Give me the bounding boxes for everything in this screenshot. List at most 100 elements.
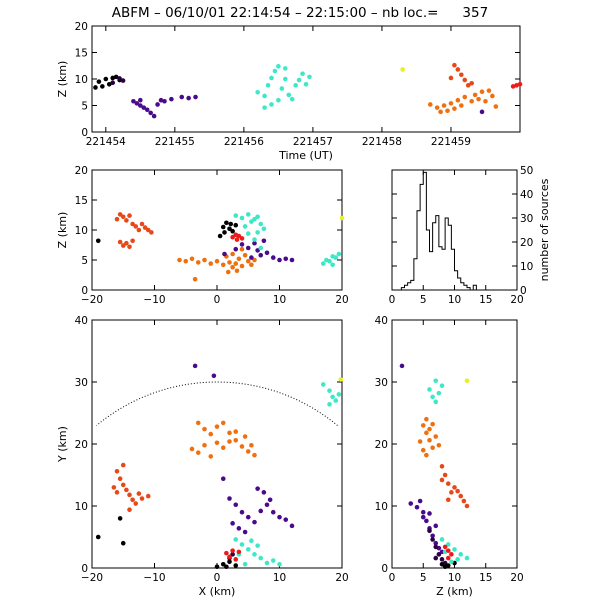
data-point: [320, 382, 326, 387]
data-point: [427, 426, 432, 432]
data-point: [448, 75, 454, 81]
data-point: [208, 431, 214, 437]
x-tick-label: 15: [479, 572, 492, 584]
x-tick-label: 5: [420, 294, 427, 306]
range-ring: [96, 381, 338, 426]
data-point: [433, 434, 439, 439]
data-point: [120, 78, 126, 83]
data-point: [220, 561, 226, 567]
data-point: [417, 498, 423, 504]
data-point: [286, 92, 292, 98]
data-point: [427, 102, 433, 107]
data-point: [262, 105, 267, 110]
y-tick-label: 10: [75, 501, 88, 513]
data-point: [222, 230, 227, 235]
data-point: [433, 378, 439, 384]
data-point: [449, 490, 454, 495]
data-point: [277, 257, 282, 263]
data-point: [234, 237, 240, 242]
data-point: [202, 426, 207, 432]
data-point: [141, 105, 147, 110]
x-axis-title: X (km): [199, 585, 236, 598]
data-point: [433, 399, 439, 405]
title-separator: –: [154, 5, 161, 21]
data-point: [233, 502, 239, 508]
data-point: [169, 96, 174, 102]
data-point: [455, 67, 461, 72]
data-point: [211, 373, 217, 379]
data-point: [255, 543, 260, 548]
histogram-bar: [442, 249, 445, 290]
data-point: [277, 561, 282, 567]
data-point: [433, 555, 439, 561]
data-point: [96, 79, 102, 84]
data-point: [100, 84, 105, 89]
data-point: [436, 390, 442, 396]
title-station: ABFM: [112, 5, 150, 21]
data-point: [399, 363, 405, 369]
data-point: [103, 76, 109, 82]
data-point: [433, 523, 439, 529]
x-tick-label: 0: [389, 294, 396, 306]
data-point: [420, 509, 426, 515]
x-tick-label: −10: [143, 572, 165, 584]
y-axis-title: Y (km): [56, 426, 69, 463]
data-point: [449, 552, 454, 557]
y-tick-label: 20: [75, 165, 88, 177]
data-point: [233, 246, 239, 252]
data-point: [255, 89, 260, 95]
zy-panel: 0 5 10 15 20 0 10 20 30 40 Z (km): [375, 315, 524, 598]
x-tick-label: 221458: [362, 136, 402, 148]
data-point: [438, 109, 443, 115]
data-point: [189, 446, 195, 452]
data-point: [120, 540, 126, 546]
title-time-start: 22:14:54: [230, 5, 291, 21]
data-point: [233, 222, 239, 228]
data-point: [261, 226, 267, 232]
data-point: [239, 444, 245, 449]
data-point: [445, 481, 451, 486]
x-tick-label: 221454: [86, 136, 126, 148]
data-point: [338, 377, 344, 382]
data-point: [230, 264, 235, 270]
data-point: [151, 113, 157, 119]
data-point: [469, 80, 474, 86]
data-point: [124, 240, 129, 246]
y-tick-label: 40: [375, 315, 388, 327]
data-point: [217, 233, 223, 239]
data-point: [249, 255, 254, 260]
data-point: [289, 257, 295, 263]
x-tick-label: 10: [273, 294, 286, 306]
title-count: 357: [462, 5, 488, 21]
y-tick-label: 10: [75, 225, 88, 237]
data-point: [236, 549, 242, 555]
data-point: [120, 214, 126, 220]
data-point: [227, 430, 232, 436]
data-point: [149, 230, 154, 235]
data-point: [279, 86, 285, 91]
data-point: [424, 452, 429, 458]
data-point: [130, 221, 135, 227]
data-point: [230, 234, 235, 240]
y-tick-label: 5: [81, 255, 88, 267]
x-tick-label: −20: [81, 572, 103, 584]
data-point: [307, 74, 312, 80]
data-point: [113, 74, 119, 80]
data-point: [333, 255, 339, 260]
data-point: [433, 544, 439, 550]
data-point: [459, 103, 464, 108]
data-point: [234, 268, 240, 274]
x-tick-label: −20: [81, 294, 103, 306]
data-point: [455, 97, 461, 103]
data-point: [214, 564, 220, 570]
data-point: [236, 526, 242, 531]
y-axis-title: number of sources: [538, 178, 551, 281]
x-tick-label: 20: [335, 294, 348, 306]
data-point: [483, 98, 488, 104]
histogram-outline: [398, 171, 489, 291]
data-point: [445, 497, 451, 503]
data-point: [439, 561, 445, 567]
data-point: [227, 559, 232, 565]
data-point: [417, 439, 423, 444]
x-tick-label: 20: [510, 572, 523, 584]
